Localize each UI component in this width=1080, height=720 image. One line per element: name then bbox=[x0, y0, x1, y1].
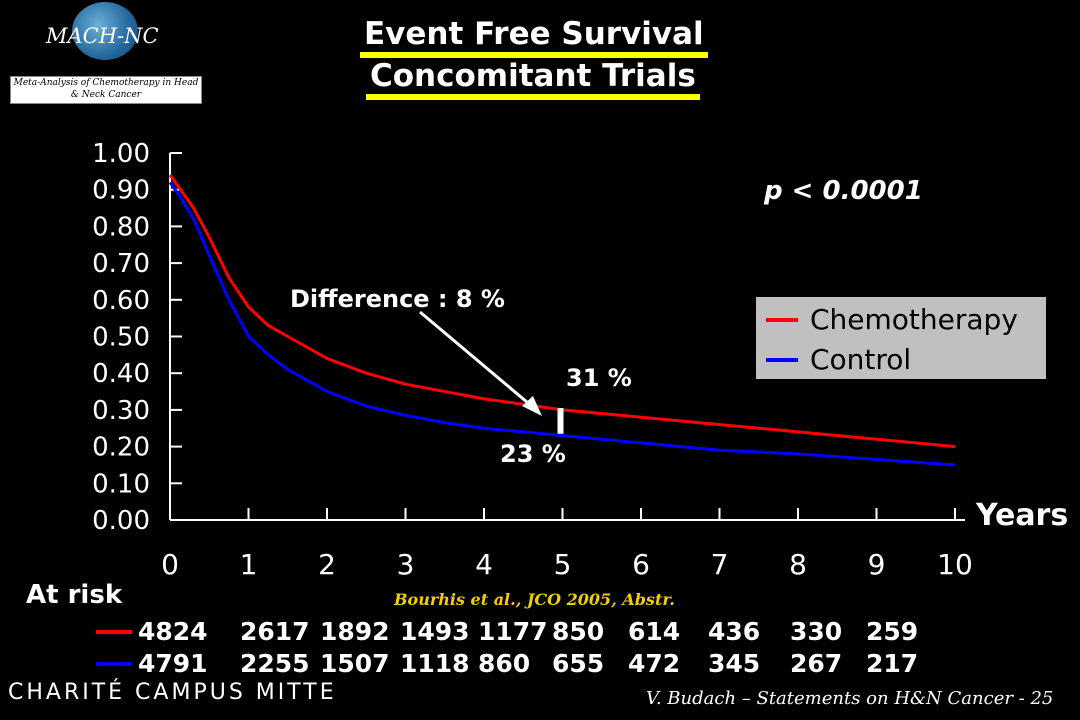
logo-caption: Meta-Analysis of Chemotherapy in Head & … bbox=[10, 76, 202, 104]
page-title-line2: Concomitant Trials bbox=[366, 58, 700, 100]
at-risk-chemotherapy-cell: 259 bbox=[866, 617, 919, 646]
x-tick-label: 6 bbox=[632, 548, 650, 581]
y-tick-label: 0.30 bbox=[92, 396, 150, 426]
risk-key-control bbox=[96, 662, 132, 666]
arrow-head-icon bbox=[522, 396, 542, 416]
legend-swatch-control bbox=[766, 357, 798, 362]
at-risk-control-cell: 1507 bbox=[320, 649, 390, 678]
at-risk-chemotherapy-cell: 1892 bbox=[320, 617, 390, 646]
x-tick-label: 9 bbox=[868, 548, 886, 581]
at-risk-control-cell: 860 bbox=[478, 649, 531, 678]
y-tick-label: 0.90 bbox=[92, 176, 150, 206]
legend-label-chemotherapy: Chemotherapy bbox=[810, 303, 1018, 336]
at-risk-control-cell: 655 bbox=[552, 649, 605, 678]
legend-item-control: Control bbox=[766, 343, 911, 376]
y-tick-label: 0.20 bbox=[92, 433, 150, 463]
x-tick-label: 3 bbox=[397, 548, 415, 581]
at-risk-chemotherapy-cell: 4824 bbox=[138, 617, 208, 646]
y-tick-label: 0.60 bbox=[92, 286, 150, 316]
logo-text: MACH-NC bbox=[46, 24, 159, 48]
page-title-line1: Event Free Survival bbox=[360, 16, 708, 58]
control-percent-label: 23 % bbox=[500, 440, 566, 468]
citation: Bourhis et al., JCO 2005, Abstr. bbox=[394, 590, 675, 609]
x-tick-label: 1 bbox=[240, 548, 258, 581]
legend-swatch-chemotherapy bbox=[766, 317, 798, 322]
legend-item-chemotherapy: Chemotherapy bbox=[766, 303, 1018, 336]
at-risk-chemotherapy-cell: 1177 bbox=[478, 617, 548, 646]
y-tick-label: 0.40 bbox=[92, 359, 150, 389]
at-risk-control-cell: 4791 bbox=[138, 649, 208, 678]
at-risk-title: At risk bbox=[26, 580, 123, 610]
at-risk-chemotherapy-cell: 850 bbox=[552, 617, 605, 646]
at-risk-control-cell: 472 bbox=[628, 649, 681, 678]
at-risk-control-cell: 1118 bbox=[400, 649, 470, 678]
footer-logo: CHARITÉ CAMPUS MITTE bbox=[8, 680, 337, 705]
at-risk-control-cell: 2255 bbox=[240, 649, 310, 678]
x-tick-label: 5 bbox=[554, 548, 572, 581]
at-risk-chemotherapy-cell: 330 bbox=[790, 617, 843, 646]
x-tick-label: 4 bbox=[475, 548, 493, 581]
at-risk-chemotherapy-cell: 2617 bbox=[240, 617, 310, 646]
legend-label-control: Control bbox=[810, 343, 912, 376]
series-line-control bbox=[168, 181, 956, 467]
y-tick-label: 0.00 bbox=[92, 506, 150, 536]
y-tick-label: 0.50 bbox=[92, 323, 150, 353]
at-risk-chemotherapy-cell: 436 bbox=[708, 617, 761, 646]
at-risk-control-cell: 217 bbox=[866, 649, 919, 678]
y-tick-label: 0.70 bbox=[92, 249, 150, 279]
y-tick-label: 0.80 bbox=[92, 212, 150, 242]
y-tick-label: 1.00 bbox=[92, 139, 150, 169]
at-risk-chemotherapy-cell: 614 bbox=[628, 617, 681, 646]
x-tick-label: 8 bbox=[789, 548, 807, 581]
chemo-percent-label: 31 % bbox=[566, 364, 632, 392]
at-risk-control-cell: 267 bbox=[790, 649, 843, 678]
chart-legend: Chemotherapy Control bbox=[756, 297, 1046, 379]
x-tick-label: 0 bbox=[161, 548, 179, 581]
logo-globe-icon bbox=[72, 2, 138, 60]
footer-note: V. Budach – Statements on H&N Cancer - 2… bbox=[646, 688, 1054, 709]
at-risk-chemotherapy-cell: 1493 bbox=[400, 617, 470, 646]
x-tick-label: 2 bbox=[318, 548, 336, 581]
difference-arrow-line bbox=[419, 310, 535, 410]
difference-label: Difference : 8 % bbox=[290, 285, 505, 313]
series-line-chemotherapy bbox=[168, 174, 956, 449]
p-value-label: p < 0.0001 bbox=[764, 176, 923, 206]
risk-key-chemotherapy bbox=[96, 630, 132, 634]
x-tick-label: 10 bbox=[937, 548, 973, 581]
x-axis-label: Years bbox=[976, 498, 1069, 533]
y-tick-label: 0.10 bbox=[92, 469, 150, 499]
at-risk-control-cell: 345 bbox=[708, 649, 761, 678]
x-tick-label: 7 bbox=[711, 548, 729, 581]
